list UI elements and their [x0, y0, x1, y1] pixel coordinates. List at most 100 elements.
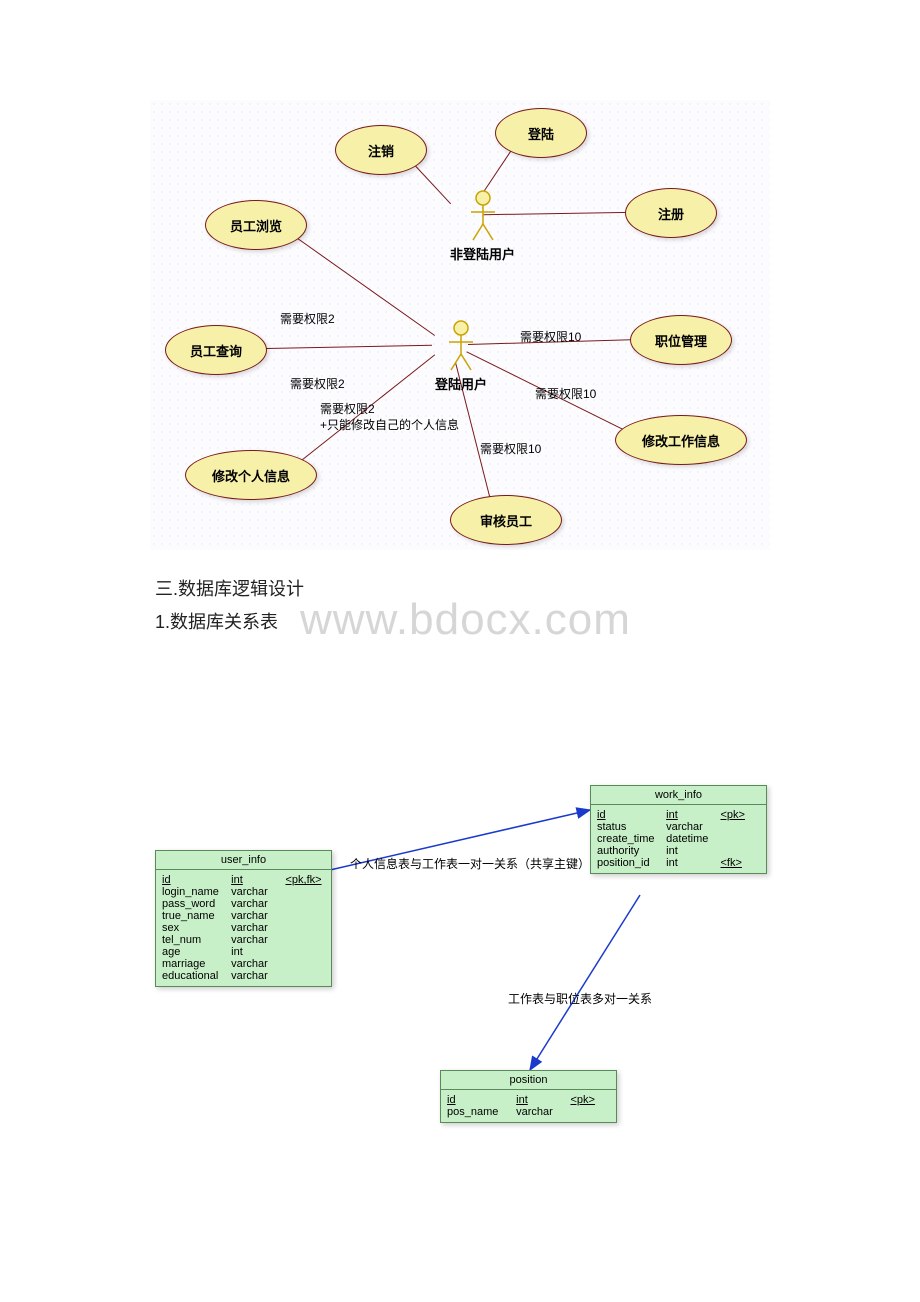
erd-table-position: positionidint<pk>pos_namevarchar [440, 1070, 617, 1123]
uc-logout: 注销 [335, 125, 427, 175]
document-page: 非登陆用户登陆用户 注销 登陆注册 员工浏览员工查询 职位管理修改个人信息 修改工作信息审… [0, 0, 920, 1302]
erd-col-name: id [597, 809, 666, 821]
actor-label: 非登陆用户 [450, 244, 515, 263]
erd-row: position_idint<fk> [597, 857, 760, 869]
erd-col-type: int [231, 874, 285, 886]
uc-browse: 员工浏览 [205, 200, 307, 250]
erd-relation-label: 工作表与职位表多对一关系 [508, 990, 652, 1007]
erd-col-name: create_time [597, 833, 666, 845]
erd-row: sexvarchar [162, 922, 325, 934]
erd-col-name: id [162, 874, 231, 886]
erd-row: authorityint [597, 845, 760, 857]
erd-table-body: idint<pk,fk>login_namevarcharpass_wordva… [156, 870, 331, 986]
erd-table-title: position [441, 1071, 616, 1090]
usecase-edge [412, 162, 451, 204]
watermark-text: www.bdocx.com [300, 595, 631, 645]
erd-col-name: true_name [162, 910, 231, 922]
erd-col-name: marriage [162, 958, 231, 970]
erd-col-type: varchar [231, 958, 285, 970]
erd-col-type: varchar [231, 886, 285, 898]
edge-label: 需要权限10 [535, 385, 596, 402]
edge-label: 需要权限2 [290, 375, 345, 392]
erd-col-type: varchar [666, 821, 720, 833]
erd-col-type: int [666, 809, 720, 821]
erd-col-type: varchar [516, 1106, 570, 1118]
erd-table-body: idint<pk>pos_namevarchar [441, 1090, 616, 1122]
erd-col-type: datetime [666, 833, 720, 845]
erd-col-type: varchar [231, 898, 285, 910]
edge-label: 需要权限10 [480, 440, 541, 457]
uc-register: 注册 [625, 188, 717, 238]
actor-label: 登陆用户 [435, 374, 487, 393]
erd-row: educationalvarchar [162, 970, 325, 982]
erd-col-key [285, 886, 325, 898]
usecase-edge [260, 345, 432, 348]
erd-col-name: status [597, 821, 666, 833]
erd-col-name: educational [162, 970, 231, 982]
edge-label: 需要权限10 [520, 328, 581, 345]
erd-col-name: pass_word [162, 898, 231, 910]
erd-col-key: <fk> [720, 857, 760, 869]
uc-query: 员工查询 [165, 325, 267, 375]
erd-col-name: tel_num [162, 934, 231, 946]
erd-col-name: id [447, 1094, 516, 1106]
erd-col-type: varchar [231, 934, 285, 946]
erd-row: marriagevarchar [162, 958, 325, 970]
erd-row: idint<pk> [597, 809, 760, 821]
erd-row: ageint [162, 946, 325, 958]
erd-col-type: int [516, 1094, 570, 1106]
erd-table-body: idint<pk>statusvarcharcreate_timedatetim… [591, 805, 766, 873]
uc-edit-person: 修改个人信息 [185, 450, 317, 500]
erd-col-key [285, 958, 325, 970]
erd-col-name: pos_name [447, 1106, 516, 1118]
uc-edit-work: 修改工作信息 [615, 415, 747, 465]
erd-row: true_namevarchar [162, 910, 325, 922]
uc-audit: 审核员工 [450, 495, 562, 545]
erd-col-type: varchar [231, 922, 285, 934]
usecase-diagram: 非登陆用户登陆用户 注销 登陆注册 员工浏览员工查询 职位管理修改个人信息 修改工作信息审… [150, 100, 770, 550]
erd-col-key: <pk> [720, 809, 760, 821]
erd-col-type: int [666, 857, 720, 869]
erd-col-key [285, 922, 325, 934]
erd-col-key [285, 970, 325, 982]
erd-col-type: int [666, 845, 720, 857]
edge-label: 需要权限2 [280, 310, 335, 327]
erd-col-name: sex [162, 922, 231, 934]
uc-pos-mgmt: 职位管理 [630, 315, 732, 365]
erd-col-name: age [162, 946, 231, 958]
erd-relation-line [530, 895, 640, 1070]
erd-col-key [285, 910, 325, 922]
erd-relation-label: 个人信息表与工作表一对一关系（共享主键） [350, 855, 590, 872]
edge-label: 需要权限2 [320, 400, 375, 417]
erd-col-type: varchar [231, 910, 285, 922]
erd-row: pos_namevarchar [447, 1106, 610, 1118]
erd-table-title: work_info [591, 786, 766, 805]
actor-login: 登陆用户 [435, 320, 487, 393]
erd-col-key: <pk> [570, 1094, 610, 1106]
edge-label: +只能修改自己的个人信息 [320, 416, 459, 433]
erd-col-name: login_name [162, 886, 231, 898]
erd-col-type: varchar [231, 970, 285, 982]
erd-table-title: user_info [156, 851, 331, 870]
erd-col-key [720, 821, 760, 833]
erd-col-name: position_id [597, 857, 666, 869]
actor-icon [468, 190, 498, 242]
erd-row: statusvarchar [597, 821, 760, 833]
section-heading-1: 三.数据库逻辑设计 [155, 575, 304, 601]
erd-row: idint<pk,fk> [162, 874, 325, 886]
erd-row: create_timedatetime [597, 833, 760, 845]
actor-icon [446, 320, 476, 372]
actor-guest: 非登陆用户 [450, 190, 515, 263]
erd-col-key [720, 833, 760, 845]
erd-col-key [285, 898, 325, 910]
uc-login: 登陆 [495, 108, 587, 158]
section-heading-2: 1.数据库关系表 [155, 608, 278, 634]
erd-row: tel_numvarchar [162, 934, 325, 946]
erd-row: pass_wordvarchar [162, 898, 325, 910]
erd-col-name: authority [597, 845, 666, 857]
erd-col-key [570, 1106, 610, 1118]
erd-col-key [285, 946, 325, 958]
erd-row: idint<pk> [447, 1094, 610, 1106]
erd-col-key [285, 934, 325, 946]
erd-row: login_namevarchar [162, 886, 325, 898]
